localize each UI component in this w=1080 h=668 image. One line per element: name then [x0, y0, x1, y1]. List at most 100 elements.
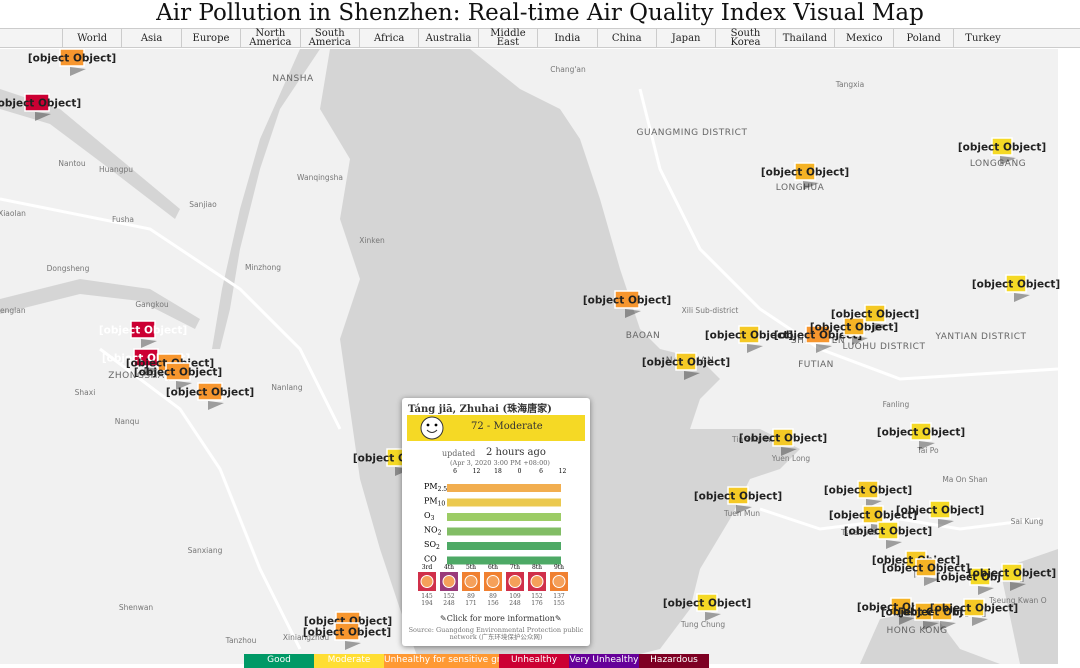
marker-value: [object Object]	[930, 603, 1018, 615]
aqi-marker[interactable]: [object Object]	[831, 304, 919, 332]
page-title: Air Pollution in Shenzhen: Real-time Air…	[156, 0, 924, 26]
nav-tab[interactable]: Mexico	[834, 29, 893, 47]
place-label: Tanzhou	[225, 636, 257, 645]
legend-item: Unhealthy	[499, 654, 569, 668]
place-label: Tin Shui Wai	[731, 435, 778, 444]
updated-time: (Apr 3, 2020 3:00 PM +08:00)	[450, 459, 550, 467]
marker-tail	[208, 401, 224, 410]
nav-tab[interactable]: North America	[240, 29, 299, 48]
nav-tab[interactable]: Poland	[893, 29, 952, 47]
aqi-marker[interactable]: [object Object]	[968, 563, 1056, 591]
aqi-marker[interactable]: [object Object]	[583, 290, 671, 318]
nav-tab[interactable]: Japan	[655, 29, 715, 47]
aqi-marker[interactable]: [object Object]	[0, 93, 81, 121]
place-label: YANTIAN DISTRICT	[934, 332, 1026, 342]
aqi-marker[interactable]: [object Object]	[882, 558, 970, 586]
nav-tab[interactable]: China	[596, 29, 656, 47]
aqi-marker[interactable]: [object Object]	[166, 382, 254, 410]
nav-tab[interactable]: Turkey	[952, 29, 1012, 47]
marker-value: [object Object]	[694, 491, 782, 503]
aqi-marker[interactable]: [object Object]	[761, 162, 849, 190]
aqi-marker[interactable]: [object Object]	[663, 593, 751, 621]
place-label: LUOHU DISTRICT	[843, 342, 926, 352]
marker-box	[929, 500, 951, 519]
aqi-marker[interactable]: [object Object]	[99, 320, 187, 348]
station-popup[interactable]: Táng jiā, Zhuhai (珠海唐家) 72 - Moderate up…	[402, 398, 590, 646]
nav-tab[interactable]: Asia	[121, 29, 180, 47]
place-label: GUANGMING DISTRICT	[637, 128, 748, 138]
pollutant-label: PM2.5	[424, 482, 447, 493]
aqi-marker[interactable]: [object Object]	[972, 274, 1060, 302]
marker-tail	[705, 612, 721, 621]
nav-tab[interactable]: World	[62, 29, 121, 47]
pollutant-band	[447, 556, 561, 565]
aqi-marker[interactable]: [object Object]	[739, 428, 827, 456]
aqi-marker[interactable]: [object Object]	[958, 137, 1046, 165]
place-label: Fusha	[112, 215, 134, 224]
nav-tab[interactable]: Europe	[180, 29, 240, 47]
legend-item: Good	[244, 654, 314, 668]
aqi-marker[interactable]: [object Object]	[810, 317, 898, 345]
aqi-marker[interactable]: [object Object]	[705, 325, 793, 353]
marker-value: [object Object]	[303, 627, 391, 639]
aqi-marker[interactable]: [object Object]	[824, 480, 912, 508]
forecast-day: 3rd	[422, 564, 433, 571]
place-label: Sanjiao	[189, 200, 217, 209]
marker-tail	[816, 344, 832, 353]
marker-box	[843, 317, 865, 336]
marker-value: [object Object]	[166, 387, 254, 399]
forecast-day: 4th	[444, 564, 454, 571]
hour-label: 0	[518, 468, 522, 475]
forecast-day: 5th	[466, 564, 476, 571]
forecast-low: 152	[443, 593, 455, 600]
marker-tail	[972, 617, 988, 626]
marker-tail	[1014, 293, 1030, 302]
place-label: NANSHA	[272, 74, 314, 84]
nav-tab[interactable]: Thailand	[774, 29, 834, 47]
pollutant-band	[447, 498, 561, 507]
marker-tail	[919, 441, 935, 450]
station-name: Táng jiā, Zhuhai (珠海唐家)	[408, 404, 552, 415]
aqi-marker[interactable]: [object Object]	[877, 422, 965, 450]
marker-tail	[736, 505, 752, 514]
aqi-marker[interactable]: [object Object]	[694, 486, 782, 514]
aqi-marker[interactable]: [object Object]	[930, 598, 1018, 626]
forecast-day: 9th	[554, 564, 564, 571]
marker-tail	[1000, 156, 1016, 165]
nav-tab[interactable]: Australia	[418, 29, 477, 47]
marker-box	[877, 521, 899, 540]
place-label: Minzhong	[245, 263, 281, 272]
marker-tail	[978, 586, 994, 595]
marker-tail	[886, 540, 902, 549]
aqi-marker[interactable]: [object Object]	[774, 325, 862, 353]
nav-tab[interactable]: Middle East	[477, 29, 537, 48]
marker-box	[931, 602, 953, 621]
aqi-marker[interactable]: [object Object]	[642, 352, 730, 380]
marker-tail	[940, 621, 956, 630]
marker-value: [object Object]	[134, 367, 222, 379]
marker-box	[130, 320, 156, 339]
marker-box	[805, 325, 831, 344]
forecast-face	[508, 575, 522, 588]
place-label: LONGGANG	[970, 159, 1026, 169]
nav-tab[interactable]: India	[537, 29, 596, 47]
forecast-high: 155	[553, 600, 565, 607]
more-info-link[interactable]: ✎Click for more information✎	[440, 614, 562, 623]
place-label: Shenwan	[119, 603, 154, 612]
nav-tab[interactable]: South Korea	[715, 29, 774, 48]
nav-tab[interactable]: South America	[299, 29, 359, 48]
pollutant-label: NO2	[424, 526, 442, 537]
aqi-marker[interactable]: [object Object]	[134, 362, 222, 390]
aqi-marker[interactable]: [object Object]	[28, 49, 116, 76]
marker-tail	[625, 309, 641, 318]
place-label: BAOAN	[626, 331, 661, 341]
marker-value: [object Object]	[831, 309, 919, 321]
hour-label: 6	[539, 468, 543, 475]
aqi-marker[interactable]: [object Object]	[896, 500, 984, 528]
nav-tab[interactable]: Africa	[358, 29, 418, 47]
aqi-marker[interactable]: [object Object]	[303, 622, 391, 650]
legend-item: Moderate	[314, 654, 384, 668]
marker-value: [object Object]	[877, 427, 965, 439]
aqi-marker[interactable]: [object Object]	[844, 521, 932, 549]
